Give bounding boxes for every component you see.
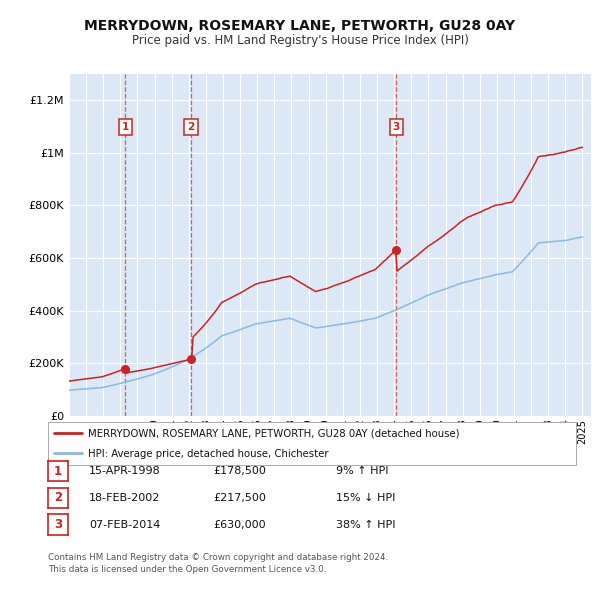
Text: 1: 1 — [54, 465, 62, 478]
Text: 9% ↑ HPI: 9% ↑ HPI — [336, 467, 389, 476]
Text: 07-FEB-2014: 07-FEB-2014 — [89, 520, 160, 529]
Text: 3: 3 — [54, 518, 62, 531]
Text: This data is licensed under the Open Government Licence v3.0.: This data is licensed under the Open Gov… — [48, 565, 326, 574]
Text: 2: 2 — [187, 122, 194, 132]
Text: 2: 2 — [54, 491, 62, 504]
Text: MERRYDOWN, ROSEMARY LANE, PETWORTH, GU28 0AY: MERRYDOWN, ROSEMARY LANE, PETWORTH, GU28… — [85, 19, 515, 34]
Text: £630,000: £630,000 — [213, 520, 266, 529]
Text: HPI: Average price, detached house, Chichester: HPI: Average price, detached house, Chic… — [88, 449, 328, 458]
Text: 15-APR-1998: 15-APR-1998 — [89, 467, 161, 476]
Text: 3: 3 — [392, 122, 400, 132]
Text: Contains HM Land Registry data © Crown copyright and database right 2024.: Contains HM Land Registry data © Crown c… — [48, 553, 388, 562]
Text: 15% ↓ HPI: 15% ↓ HPI — [336, 493, 395, 503]
Text: 1: 1 — [122, 122, 129, 132]
Text: £178,500: £178,500 — [213, 467, 266, 476]
Text: £217,500: £217,500 — [213, 493, 266, 503]
Text: MERRYDOWN, ROSEMARY LANE, PETWORTH, GU28 0AY (detached house): MERRYDOWN, ROSEMARY LANE, PETWORTH, GU28… — [88, 429, 459, 439]
Text: Price paid vs. HM Land Registry's House Price Index (HPI): Price paid vs. HM Land Registry's House … — [131, 34, 469, 47]
Text: 18-FEB-2002: 18-FEB-2002 — [89, 493, 160, 503]
Text: 38% ↑ HPI: 38% ↑ HPI — [336, 520, 395, 529]
